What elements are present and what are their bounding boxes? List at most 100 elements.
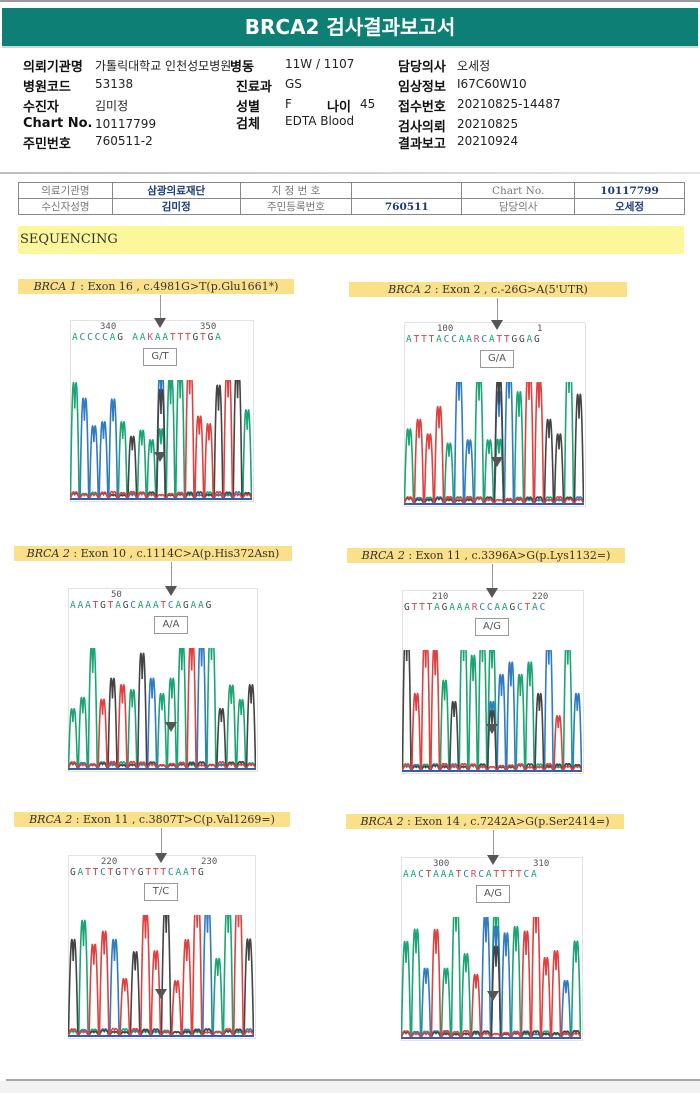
- position-label: 50: [111, 590, 122, 600]
- base-call: Y: [130, 867, 138, 878]
- chromatogram-trace: [404, 382, 584, 505]
- variant-description: : Exon 16 , c.4981G>T(p.Glu1661*): [76, 280, 279, 293]
- base-call: T: [503, 334, 512, 345]
- base-call: C: [479, 602, 487, 613]
- base-call: C: [516, 602, 525, 613]
- base-call: C: [451, 334, 459, 345]
- base-call: C: [523, 869, 532, 880]
- sex-value: F: [285, 97, 292, 111]
- base-call: A: [448, 869, 456, 880]
- base-call: A: [494, 602, 502, 613]
- base-call: A: [152, 600, 161, 611]
- title-divider: [2, 46, 698, 48]
- genotype-label: A/A: [154, 616, 188, 634]
- base-call: A: [215, 332, 223, 343]
- age-value: 45: [360, 97, 376, 111]
- base-call: T: [500, 869, 509, 880]
- base-call: A: [70, 600, 78, 611]
- base-call: G: [511, 334, 519, 345]
- chart-value: 10117799: [95, 117, 157, 131]
- variant-peak-arrow-icon: [154, 452, 166, 462]
- position-label: 230: [201, 857, 218, 867]
- base-call: T: [493, 869, 501, 880]
- base-call: T: [524, 602, 533, 613]
- section-title: SEQUENCING: [20, 232, 118, 247]
- clinical-label: 임상정보: [398, 80, 446, 95]
- base-call: T: [426, 602, 435, 613]
- base-sequence: AAATGTAGCAAATCAGAAG: [70, 600, 213, 611]
- institution-label: 의뢰기관명: [23, 60, 83, 75]
- receipt-value: 20210825-14487: [457, 97, 561, 111]
- variant-description: : Exon 2 , c.-26G>A(5'UTR): [431, 283, 588, 296]
- sequencing-section-header: SEQUENCING: [18, 226, 684, 254]
- trace-G: [404, 382, 584, 504]
- position-label: 220: [101, 857, 118, 867]
- doctor-value: 오세정: [457, 59, 491, 73]
- report-date-label: 결과보고: [398, 137, 446, 152]
- base-call: G: [70, 867, 78, 878]
- base-call: C: [443, 334, 452, 345]
- base-call: G: [137, 867, 146, 878]
- bottom-border: [6, 1079, 700, 1081]
- base-call: A: [449, 602, 457, 613]
- base-call: C: [100, 867, 108, 878]
- chromatogram-trace: [401, 917, 581, 1039]
- clinical-value: I67C60W10: [457, 77, 527, 91]
- variant-arrow-icon: [154, 318, 166, 328]
- base-call: C: [167, 600, 176, 611]
- base-call: A: [485, 869, 494, 880]
- table-cell: 지 정 번 호: [239, 182, 353, 199]
- base-call: C: [167, 867, 176, 878]
- base-call: C: [418, 869, 426, 880]
- table-cell: Chart No.: [461, 182, 576, 199]
- base-call: A: [175, 600, 183, 611]
- chart-label: Chart No.: [23, 116, 93, 131]
- base-call: G: [404, 602, 412, 613]
- variant-arrow-icon: [486, 588, 498, 598]
- table-cell: 의료기관명: [18, 182, 113, 199]
- patient-label: 수진자: [23, 100, 59, 115]
- base-call: T: [515, 869, 524, 880]
- table-row: 의료기관명 삼광의료재단 지 정 번 호 Chart No. 10117799: [18, 182, 685, 199]
- chromatogram-trace: [68, 915, 254, 1037]
- base-call: A: [175, 867, 183, 878]
- base-call: G: [198, 867, 206, 878]
- variant-caption: BRCA 2 : Exon 14 , c.7242A>G(p.Ser2414=): [346, 814, 624, 829]
- base-call: G: [509, 602, 517, 613]
- trace-T: [404, 382, 584, 504]
- table-cell: 수신자성명: [18, 198, 113, 215]
- base-call: T: [413, 334, 422, 345]
- base-call: A: [526, 334, 535, 345]
- base-call: T: [421, 334, 429, 345]
- base-call: A: [145, 600, 153, 611]
- base-call: T: [190, 867, 199, 878]
- variant-peak-arrow-icon: [486, 724, 498, 734]
- base-call: T: [496, 334, 504, 345]
- base-call: A: [72, 332, 80, 343]
- gene-name: BRCA 2: [360, 815, 404, 828]
- gene-name: BRCA 2: [361, 549, 405, 562]
- base-call: A: [440, 869, 449, 880]
- base-call: T: [145, 867, 153, 878]
- base-call: T: [160, 600, 168, 611]
- position-label: 1: [537, 324, 543, 334]
- gene-name: BRCA 2: [388, 283, 432, 296]
- base-call: T: [169, 332, 178, 343]
- base-call: T: [92, 867, 101, 878]
- ward-label: 병동: [230, 60, 254, 75]
- base-call: A: [115, 600, 123, 611]
- base-call: K: [147, 332, 155, 343]
- base-call: A: [403, 869, 411, 880]
- position-label: 340: [100, 322, 117, 332]
- base-call: A: [139, 332, 148, 343]
- gene-name: BRCA 1: [33, 280, 77, 293]
- table-cell: 10117799: [574, 182, 685, 199]
- dept-label: 진료과: [236, 80, 272, 95]
- base-call: A: [85, 600, 93, 611]
- base-sequence: AACTAAATCRCATTTTCA: [403, 869, 539, 880]
- genotype-label: A/G: [476, 885, 510, 903]
- report-title: BRCA2 검사결과보고서: [2, 8, 698, 46]
- request-label: 검사의뢰: [398, 120, 446, 135]
- base-call: A: [77, 867, 86, 878]
- variant-caption: BRCA 2 : Exon 10 , c.1114C>A(p.His372Asn…: [14, 546, 292, 561]
